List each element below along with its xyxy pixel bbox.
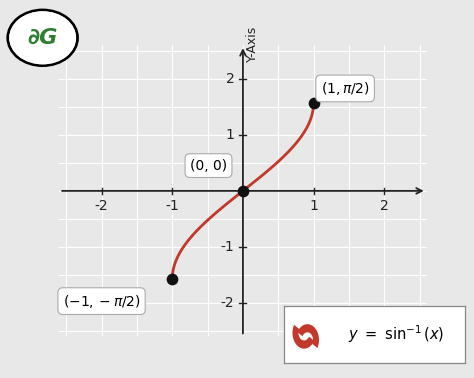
Circle shape — [9, 11, 76, 64]
Wedge shape — [292, 325, 314, 349]
Text: ∂G: ∂G — [27, 28, 58, 48]
Text: $(1, \pi/2)$: $(1, \pi/2)$ — [320, 80, 370, 97]
Text: 1: 1 — [226, 128, 235, 142]
Text: $(-1, -\pi/2)$: $(-1, -\pi/2)$ — [63, 293, 140, 310]
Text: -2: -2 — [95, 199, 109, 213]
Text: -1: -1 — [165, 199, 179, 213]
Point — [168, 276, 176, 282]
Text: 2: 2 — [226, 72, 235, 86]
Text: -2: -2 — [221, 296, 235, 310]
Text: -1: -1 — [221, 240, 235, 254]
Point — [310, 100, 318, 106]
Text: $y\ =\ \sin^{-1}(x)$: $y\ =\ \sin^{-1}(x)$ — [348, 324, 444, 345]
Text: 2: 2 — [380, 199, 389, 213]
Wedge shape — [297, 324, 319, 348]
Text: (0, 0): (0, 0) — [190, 159, 227, 173]
Text: Y-Axis: Y-Axis — [246, 26, 259, 62]
Text: 1: 1 — [309, 199, 318, 213]
Point — [239, 188, 246, 194]
